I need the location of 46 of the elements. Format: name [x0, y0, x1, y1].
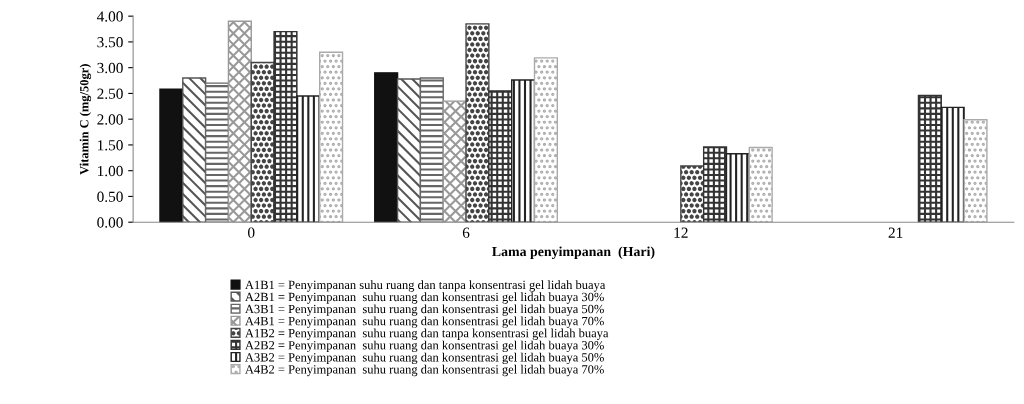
legend-label: A4B2 = Penyimpanan suhu ruang dan konsentrasi gel lidah buaya 70%: [245, 364, 604, 377]
bar: [725, 152, 750, 223]
y-tick-label: 0.50: [97, 191, 123, 202]
bar: [182, 77, 207, 223]
y-tick-label: 3.50: [97, 37, 123, 48]
bar: [419, 77, 444, 223]
bar: [396, 78, 422, 223]
x-tick-label: 12: [674, 227, 688, 238]
legend-label: A3B2 = Penyimpanan suhu ruang dan konsentrasi gel lidah buaya 50%: [245, 352, 604, 365]
legend-label: A3B1 = Penyimpanan suhu ruang dan konsentrasi gel lidah buaya 50%: [245, 304, 604, 316]
bar: [963, 119, 988, 223]
bar: [273, 30, 298, 223]
bar: [465, 23, 490, 223]
y-tick-label: 0.00: [97, 217, 123, 228]
bar: [250, 61, 275, 223]
bar: [204, 82, 230, 223]
bar: [319, 51, 344, 223]
bar: [442, 100, 467, 223]
bar: [748, 146, 773, 223]
legend-label: A4B1 = Penyimpanan suhu ruang dan konsentrasi gel lidah buaya 70%: [245, 316, 604, 328]
bar: [488, 90, 513, 223]
bar: [533, 57, 559, 223]
y-tick-label: 2.00: [97, 114, 123, 125]
x-tick-label: 21: [888, 227, 903, 238]
y-tick-label: 1.00: [98, 165, 123, 177]
bar: [296, 95, 321, 223]
bar: [510, 79, 536, 223]
y-tick-label: 1.50: [98, 140, 123, 151]
bar: [702, 146, 728, 223]
legend-label: A2B1 = Penyimpanan suhu ruang dan konsentrasi gel lidah buaya 30%: [245, 292, 604, 304]
bar: [680, 165, 705, 223]
legend-label: A2B2 = Penyimpanan suhu ruang dan konsentrasi gel lidah buaya 30%: [245, 340, 604, 353]
y-tick-label: 2.50: [97, 88, 123, 99]
bar: [940, 106, 965, 223]
legend-label: A1B1 = Penyimpanan suhu ruang dan tanpa konsentrasi gel lidah buaya: [245, 280, 606, 292]
bar: [227, 20, 252, 223]
x-tick-label: 6: [462, 227, 470, 238]
bar: [159, 88, 184, 223]
bar: [374, 72, 399, 223]
y-tick-label: 3.00: [97, 62, 123, 74]
y-tick-label: 4.00: [96, 11, 123, 22]
x-tick-label: 0: [248, 227, 255, 238]
legend-label: A1B2 = Penyimpanan suhu ruang dan tanpa konsentrasi gel lidah buaya: [245, 328, 609, 340]
x-axis-title: Lama penyimpanan (Hari): [492, 246, 655, 260]
y-axis-title: Vitamin C (mg/50gr): [79, 64, 92, 175]
bar: [917, 94, 942, 223]
